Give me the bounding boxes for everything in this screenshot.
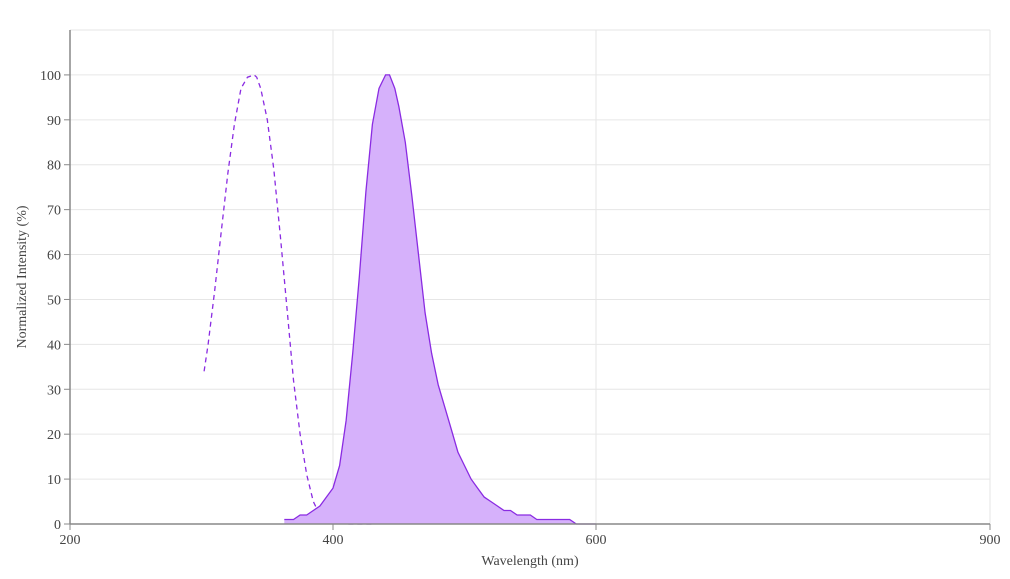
y-tick-label: 100 (40, 69, 61, 84)
y-axis-title: Normalized Intensity (%) (15, 205, 30, 348)
y-tick-label: 20 (47, 428, 61, 443)
y-tick-label: 0 (54, 518, 61, 533)
series-layer (203, 74, 596, 525)
x-axis-title: Wavelength (nm) (481, 554, 579, 569)
x-tick-label: 600 (586, 533, 607, 548)
grid-layer (69, 29, 991, 525)
y-tick-label: 30 (47, 383, 61, 398)
x-tick-label: 900 (980, 533, 1001, 548)
y-tick-label: 70 (47, 204, 61, 219)
excitation-line (203, 74, 373, 525)
y-tick-label: 10 (47, 473, 61, 488)
y-tick-label: 40 (47, 338, 61, 353)
y-tick-label: 90 (47, 114, 61, 129)
axis-layer: 0 10 20 30 40 50 60 70 80 90 100 200 400 600 900 (40, 30, 1001, 548)
emission-line (284, 74, 596, 525)
x-tick-label: 400 (323, 533, 344, 548)
y-tick-label: 60 (47, 249, 61, 264)
emission-area (284, 74, 596, 525)
x-tick-label: 200 (60, 533, 81, 548)
y-tick-label: 50 (47, 293, 61, 308)
y-tick-label: 80 (47, 159, 61, 174)
